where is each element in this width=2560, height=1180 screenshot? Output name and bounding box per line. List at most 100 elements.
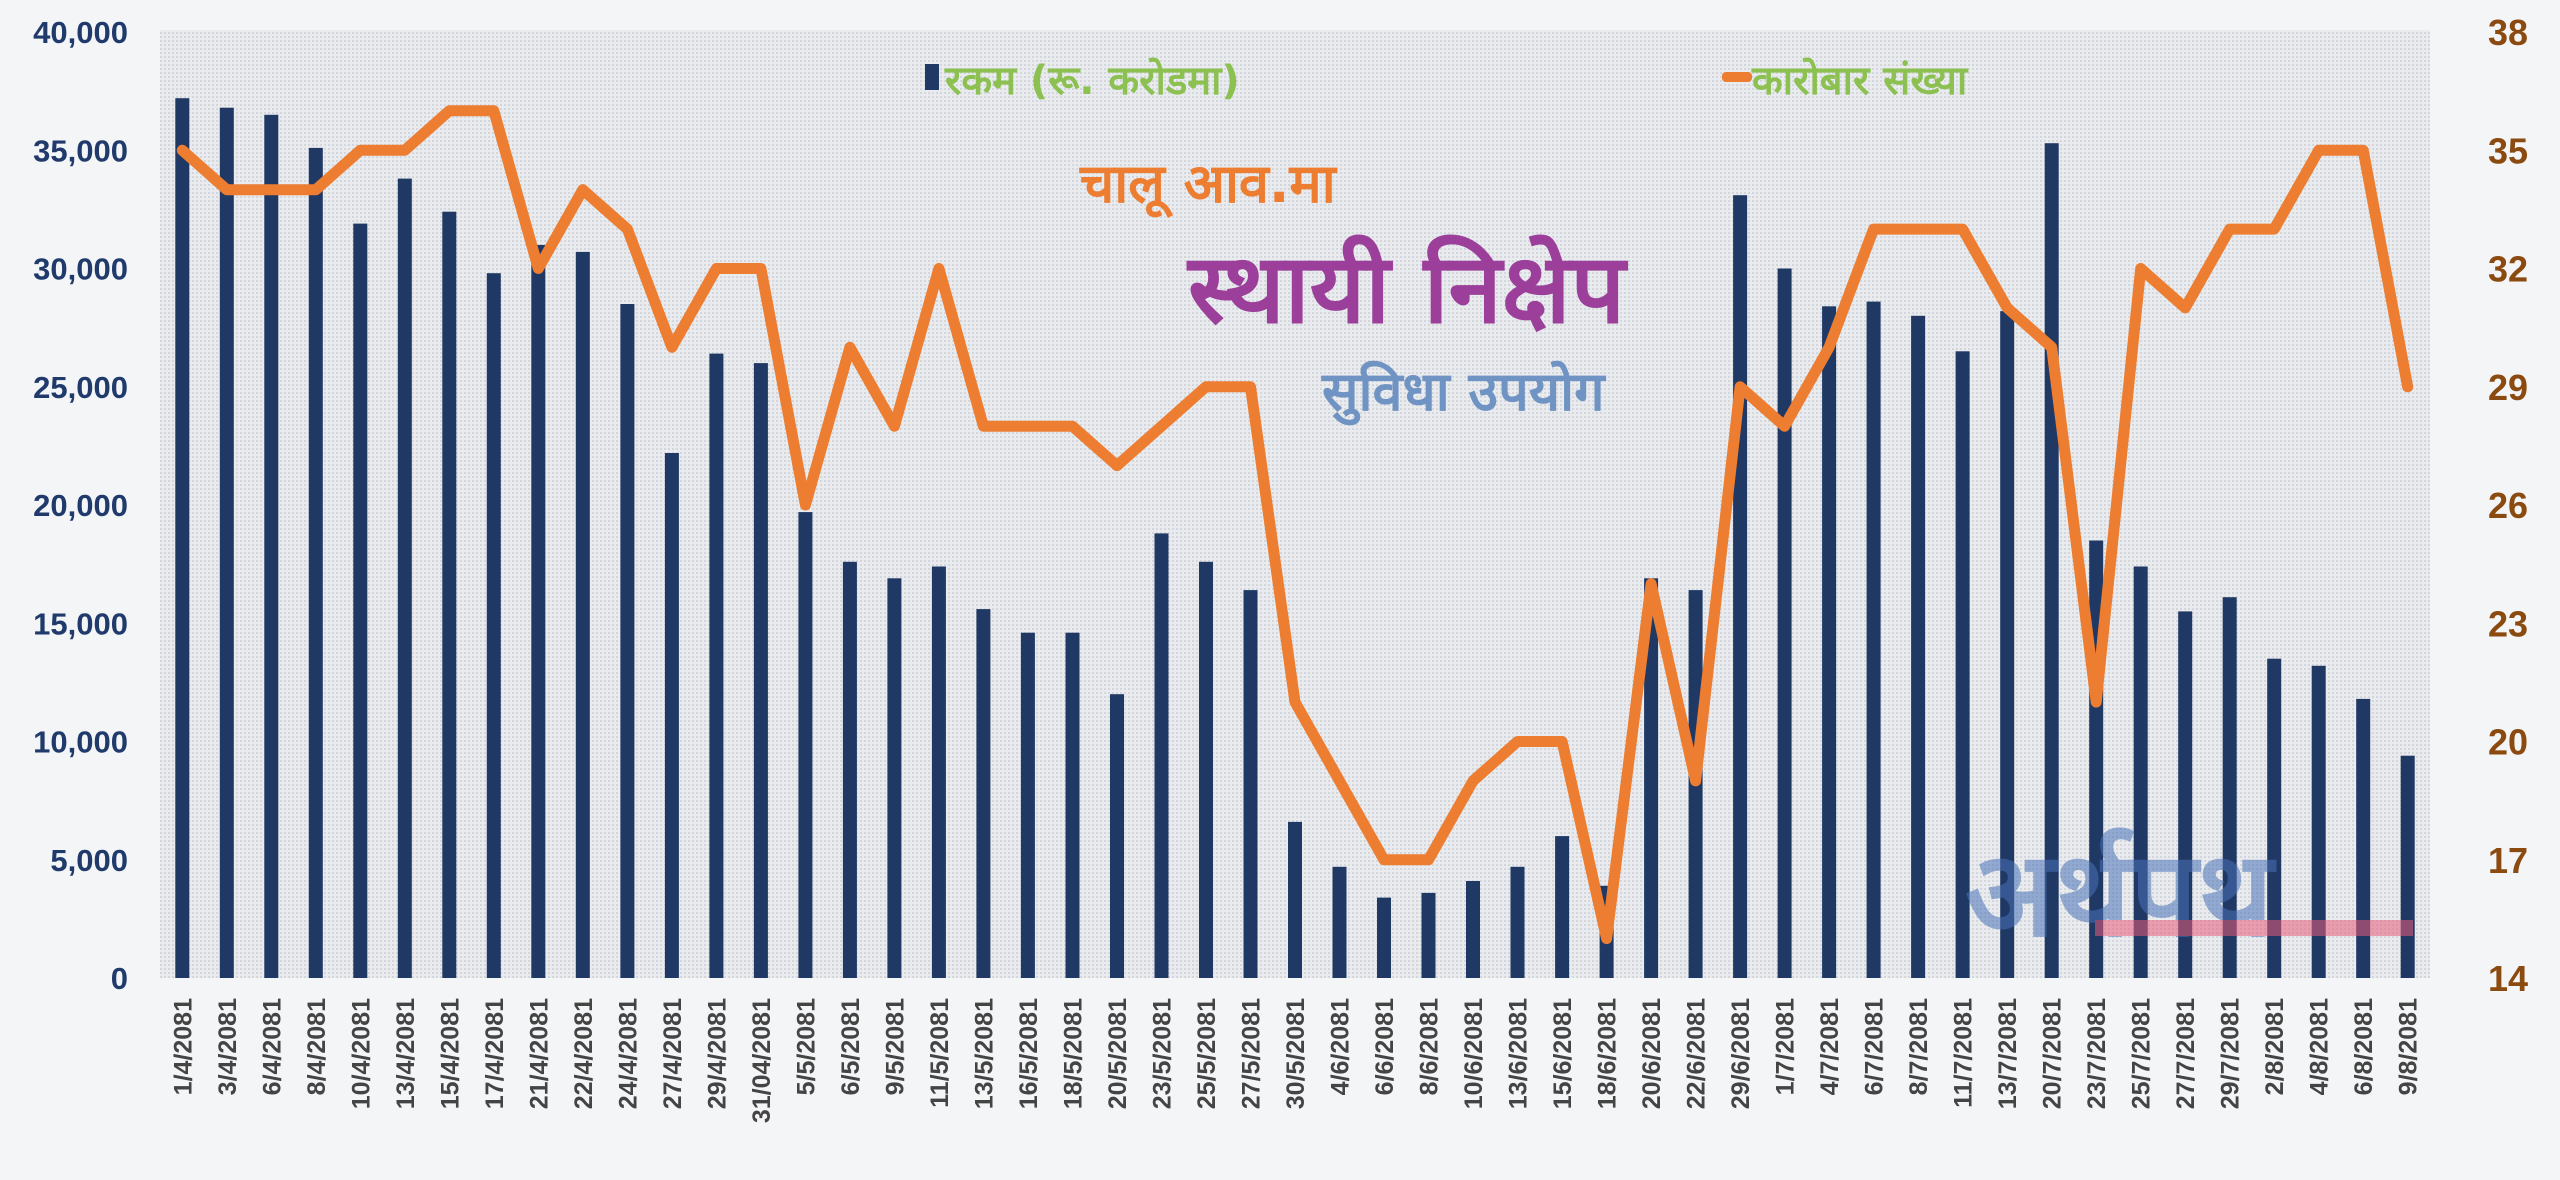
line-point [845,343,854,352]
x-tick-label: 20/5/2081 [1104,998,1132,1109]
legend-line-swatch [1722,72,1752,82]
bar [1377,897,1391,978]
x-tick-label: 15/6/2081 [1549,998,1577,1109]
x-tick-label: 5/5/2081 [792,998,820,1095]
x-tick-label: 13/4/2081 [392,998,420,1109]
line-point [400,146,409,155]
line-point [712,264,721,273]
bar [1065,632,1080,978]
y-tick-left: 0 [111,961,128,996]
bar [620,304,635,978]
title-line-3: सुविधा उपयोग [1321,360,1606,426]
x-tick-label: 10/6/2081 [1460,998,1488,1109]
bar [1421,892,1436,978]
bar [1733,195,1748,978]
line-point [1023,422,1032,431]
bar [1822,306,1837,978]
line-point [934,264,943,273]
line-point [2359,146,2368,155]
x-tick-label: 17/4/2081 [481,998,509,1109]
line-point [311,185,320,194]
bar [1243,590,1258,978]
line-point [2136,264,2145,273]
x-tick-label: 13/7/2081 [1994,998,2022,1109]
bar [2267,658,2282,978]
y-tick-left: 30,000 [33,252,128,287]
bar [2222,597,2237,978]
x-tick-label: 20/7/2081 [2039,998,2067,1109]
x-tick-label: 21/4/2081 [525,998,553,1109]
x-tick-label: 8/4/2081 [303,998,331,1095]
x-tick-label: 23/7/2081 [2083,998,2111,1109]
bar [397,178,412,979]
y-tick-right: 29 [2488,367,2528,408]
bar [2000,311,2015,979]
line-point [2003,303,2012,312]
line-point [1157,422,1166,431]
bar [442,211,457,978]
bar [976,609,991,978]
line-point [2314,146,2323,155]
bar [1510,866,1525,978]
x-tick-label: 31/04/2081 [748,998,776,1123]
line-point [890,422,899,431]
bar [887,578,902,978]
line-point [267,185,276,194]
bar [1866,301,1881,979]
bar [1020,632,1035,978]
x-tick-label: 29/4/2081 [703,998,731,1109]
line-point [2092,698,2101,707]
x-tick-label: 29/6/2081 [1727,998,1755,1109]
bar [486,273,501,978]
x-tick-label: 10/4/2081 [347,998,375,1109]
line-point [1380,855,1388,864]
bar [2133,566,2148,978]
bar [709,353,724,979]
line-point [178,146,187,155]
bar [753,363,768,979]
bar [353,223,368,979]
line-point [534,264,543,273]
bar [1911,315,1926,978]
x-tick-label: 1/4/2081 [169,998,197,1095]
x-tick-label: 27/5/2081 [1238,998,1266,1109]
line-point [2225,225,2234,234]
bar [531,244,546,978]
title-line-2: स्थायी निक्षेप [1186,233,1629,345]
x-tick-label: 6/7/2081 [1861,998,1889,1095]
x-tick-label: 9/8/2081 [2395,998,2423,1095]
bar [1955,351,1970,978]
x-tick-label: 4/6/2081 [1327,998,1355,1095]
bar [575,251,590,978]
y-tick-right: 32 [2488,249,2528,290]
x-tick-label: 22/4/2081 [570,998,598,1109]
x-tick-label: 23/5/2081 [1149,998,1177,1109]
x-tick-label: 13/5/2081 [970,998,998,1109]
x-tick-label: 8/7/2081 [1905,998,1933,1095]
line-point [2181,303,2190,312]
x-tick-label: 6/4/2081 [258,998,286,1095]
bar [664,453,679,978]
line-point [1780,422,1789,431]
bar [219,107,234,978]
x-tick-label: 24/4/2081 [614,998,642,1109]
y-tick-right: 35 [2488,130,2528,171]
line-point [1335,776,1344,785]
x-axis: 1/4/2081 3/4/2081 6/4/2081 8/4/2081 10/4/208… [169,998,2422,1123]
legend: रकम (रू. करोडमा) कारोबार संख्या [925,57,1969,104]
bar [2311,665,2326,978]
x-tick-label: 6/8/2081 [2350,998,2378,1095]
line-point [578,185,587,194]
title-line-1: चालू आव.मा [1079,152,1338,218]
y-tick-left: 15,000 [33,606,128,641]
bar [1644,578,1659,978]
bar [2356,698,2371,978]
line-point [1691,776,1700,785]
legend-bar-label: रकम (रू. करोडमा) [944,57,1240,104]
line-point [222,185,231,194]
x-tick-label: 4/8/2081 [2306,998,2334,1095]
line-point [801,501,810,509]
bar [1288,821,1302,978]
bar [2400,755,2415,978]
y-tick-left: 40,000 [33,15,128,50]
